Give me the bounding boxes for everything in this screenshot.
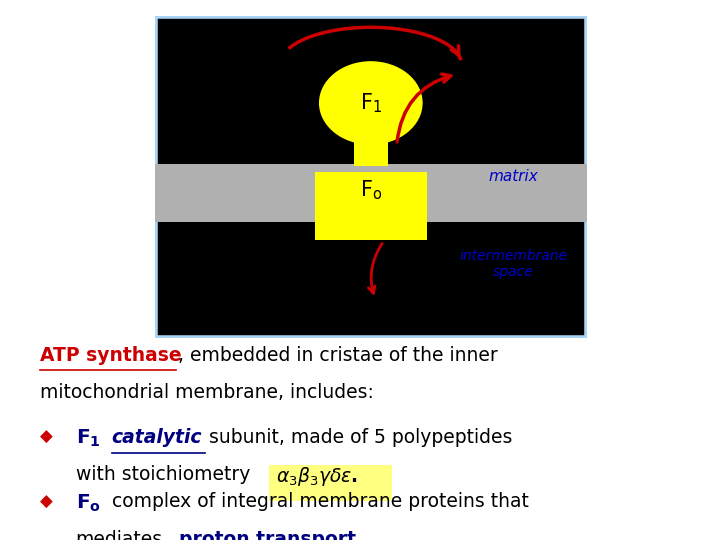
Text: mitochondrial membrane, includes:: mitochondrial membrane, includes: [40,383,374,402]
Text: mediates: mediates [76,530,163,540]
Ellipse shape [319,61,423,145]
Bar [315,172,427,240]
Text: , embedded in cristae of the inner: , embedded in cristae of the inner [178,346,498,365]
Text: subunit, made of 5 polypeptides: subunit, made of 5 polypeptides [209,428,512,447]
Text: $\mathbf{F_1}$: $\mathbf{F_1}$ [76,428,100,449]
Text: .: . [313,530,319,540]
Text: complex of integral membrane proteins that: complex of integral membrane proteins th… [112,492,528,511]
Text: with stoichiometry: with stoichiometry [76,465,250,484]
Text: ATP synthase: ATP synthase [40,346,181,365]
Text: $\mathrm{F_o}$: $\mathrm{F_o}$ [359,178,382,201]
FancyBboxPatch shape [269,465,392,501]
Text: catalytic: catalytic [112,428,202,447]
Text: ◆: ◆ [40,428,53,445]
FancyBboxPatch shape [155,16,587,338]
Bar [354,114,388,166]
Text: ◆: ◆ [40,492,53,510]
Text: $\alpha_3\beta_3\gamma\delta\varepsilon$.: $\alpha_3\beta_3\gamma\delta\varepsilon$… [276,465,358,489]
Bar [155,164,587,222]
Text: $\mathbf{F_o}$: $\mathbf{F_o}$ [76,492,101,514]
Text: intermembrane
space: intermembrane space [459,248,567,279]
Text: $\mathrm{F_1}$: $\mathrm{F_1}$ [360,91,382,115]
Text: matrix: matrix [488,170,539,184]
Text: proton transport: proton transport [179,530,356,540]
